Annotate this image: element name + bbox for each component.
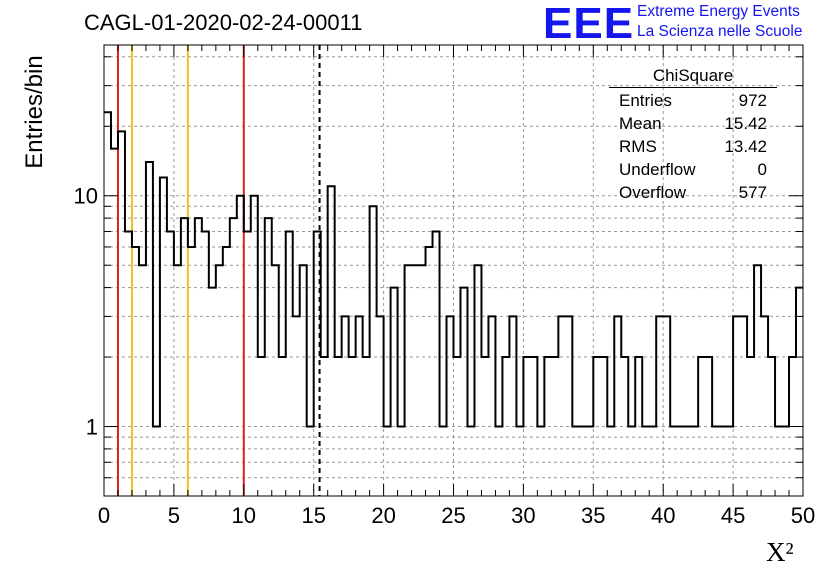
x-tick-label: 0 bbox=[98, 503, 110, 528]
x-tick-label: 20 bbox=[371, 503, 395, 528]
x-tick-label: 5 bbox=[168, 503, 180, 528]
stats-row-overflow: Overflow 577 bbox=[609, 181, 777, 204]
x-tick-label: 40 bbox=[651, 503, 675, 528]
stats-value: 972 bbox=[738, 91, 767, 110]
stats-row-underflow: Underflow 0 bbox=[609, 158, 777, 181]
stats-value: 0 bbox=[757, 160, 767, 179]
y-tick-label: 1 bbox=[86, 415, 98, 440]
stats-box-title: ChiSquare bbox=[609, 66, 777, 88]
stats-label: Entries bbox=[619, 91, 672, 110]
stats-value: 577 bbox=[738, 183, 767, 202]
x-axis-label: X² bbox=[766, 537, 794, 567]
stats-row-entries: Entries 972 bbox=[609, 89, 777, 112]
histogram-series bbox=[104, 111, 803, 428]
stats-row-mean: Mean 15.42 bbox=[609, 112, 777, 135]
x-tick-label: 15 bbox=[301, 503, 325, 528]
y-tick-label: 10 bbox=[74, 184, 98, 209]
x-tick-label: 25 bbox=[441, 503, 465, 528]
stats-label: Underflow bbox=[619, 160, 696, 179]
x-tick-label: 35 bbox=[581, 503, 605, 528]
logo-subtitle-line1: Extreme Energy Events bbox=[637, 3, 800, 20]
chart-title: CAGL-01-2020-02-24-00011 bbox=[84, 10, 363, 35]
x-tick-label: 45 bbox=[721, 503, 745, 528]
x-tick-label: 10 bbox=[232, 503, 256, 528]
x-tick-label: 30 bbox=[511, 503, 535, 528]
x-tick-label: 50 bbox=[791, 503, 815, 528]
stats-value: 15.42 bbox=[724, 114, 767, 133]
logo-subtitle-line2: La Scienza nelle Scuole bbox=[637, 23, 803, 40]
stats-row-rms: RMS 13.42 bbox=[609, 135, 777, 158]
stats-label: Mean bbox=[619, 114, 662, 133]
stats-label: RMS bbox=[619, 137, 657, 156]
stats-value: 13.42 bbox=[724, 137, 767, 156]
stats-box: ChiSquare Entries 972 Mean 15.42 RMS 13.… bbox=[609, 66, 777, 204]
eee-logo: EEE bbox=[543, 0, 635, 48]
stats-label: Overflow bbox=[619, 183, 687, 202]
